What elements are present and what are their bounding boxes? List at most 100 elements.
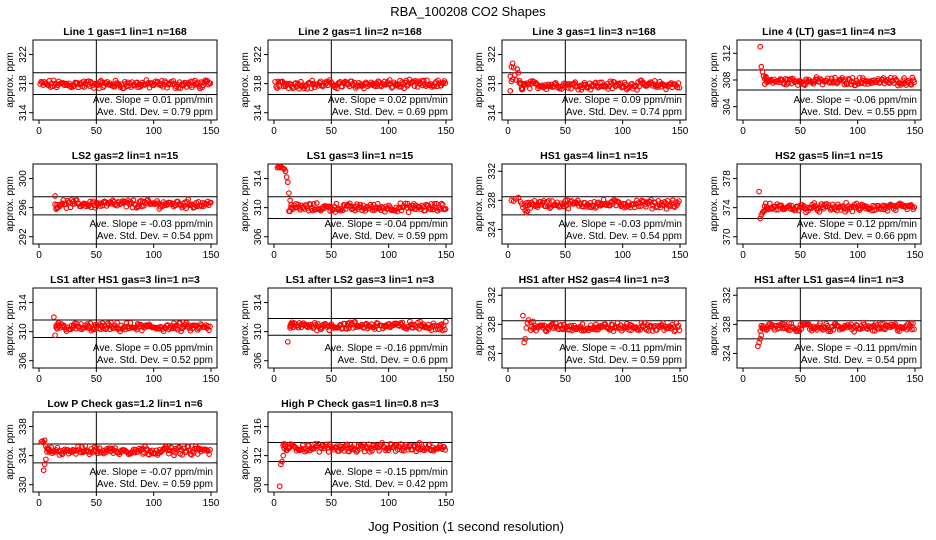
data-point bbox=[346, 200, 353, 207]
data-point bbox=[171, 452, 177, 459]
data-point bbox=[526, 85, 533, 92]
x-tick-label: 150 bbox=[203, 250, 220, 261]
data-point bbox=[133, 326, 140, 333]
slope-annotation: Ave. Slope = -0.03 ppm/min bbox=[559, 219, 683, 230]
data-point bbox=[524, 208, 531, 215]
x-tick-label: 50 bbox=[326, 374, 338, 385]
panel-11: HS1 after HS2 gas=4 lin=1 n=3 0 50 100 150 32… bbox=[474, 274, 689, 385]
slope-annotation: Ave. Slope = -0.06 ppm/min bbox=[794, 95, 918, 106]
data-point bbox=[438, 200, 445, 207]
y-tick-label: 292 bbox=[18, 228, 29, 245]
data-point bbox=[207, 80, 214, 87]
data-point bbox=[54, 444, 61, 451]
x-tick-label: 0 bbox=[740, 374, 746, 385]
x-tick-label: 50 bbox=[795, 250, 807, 261]
y-tick-label: 314 bbox=[253, 170, 264, 187]
y-axis-label: approx. ppm bbox=[5, 300, 16, 356]
x-tick-label: 50 bbox=[560, 374, 572, 385]
x-tick-label: 50 bbox=[91, 250, 103, 261]
data-point bbox=[893, 76, 899, 83]
data-point bbox=[775, 322, 782, 328]
data-point bbox=[757, 215, 764, 222]
y-axis-label: approx. ppm bbox=[474, 52, 485, 108]
x-tick-label: 0 bbox=[271, 126, 277, 137]
x-tick-label: 100 bbox=[849, 250, 866, 261]
y-tick-label: 374 bbox=[722, 199, 733, 216]
data-point bbox=[592, 205, 599, 211]
data-point bbox=[386, 77, 393, 83]
data-point bbox=[284, 179, 291, 186]
data-point bbox=[802, 82, 808, 88]
panel-6: LS1 gas=3 lin=1 n=15 0 50 100 150 306 310 314ap… bbox=[240, 150, 455, 261]
panel-4: Line 4 (LT) gas=1 lin=4 n=3 0 50 100 150 304 3… bbox=[709, 26, 924, 137]
data-point bbox=[839, 74, 846, 81]
data-point bbox=[177, 320, 183, 326]
y-axis-label: approx. ppm bbox=[240, 52, 251, 108]
data-point bbox=[325, 449, 332, 455]
data-point bbox=[393, 82, 399, 89]
y-tick-label: 310 bbox=[253, 199, 264, 216]
data-point bbox=[200, 82, 207, 89]
data-point bbox=[283, 174, 290, 180]
data-point bbox=[185, 321, 192, 328]
data-point bbox=[756, 188, 762, 195]
y-tick-label: 316 bbox=[253, 418, 264, 435]
y-tick-label: 312 bbox=[722, 45, 733, 62]
data-point bbox=[418, 441, 425, 448]
x-tick-label: 150 bbox=[672, 374, 689, 385]
data-point bbox=[52, 193, 58, 199]
std-annotation: Ave. Std. Dev. = 0.54 ppm bbox=[801, 355, 917, 366]
x-axis-label: Jog Position (1 second resolution) bbox=[368, 519, 564, 534]
slope-annotation: Ave. Slope = 0.05 ppm/min bbox=[93, 343, 213, 354]
x-tick-label: 50 bbox=[91, 374, 103, 385]
data-point bbox=[108, 319, 114, 326]
plot-frame bbox=[32, 411, 218, 493]
data-point bbox=[388, 84, 395, 91]
data-point bbox=[518, 85, 525, 92]
data-point bbox=[170, 78, 177, 84]
data-point bbox=[773, 207, 779, 213]
panel-title: Line 2 gas=1 lin=2 n=168 bbox=[298, 26, 422, 38]
x-tick-label: 100 bbox=[849, 374, 866, 385]
std-annotation: Ave. Std. Dev. = 0.54 ppm bbox=[566, 231, 682, 242]
data-point bbox=[892, 321, 899, 327]
data-point bbox=[392, 81, 398, 87]
data-point bbox=[595, 84, 601, 91]
y-tick-label: 328 bbox=[487, 316, 498, 333]
data-point bbox=[396, 83, 402, 90]
x-tick-label: 50 bbox=[795, 374, 807, 385]
y-tick-label: 310 bbox=[253, 323, 264, 340]
data-point bbox=[286, 190, 292, 196]
data-point bbox=[574, 83, 581, 90]
y-tick-label: 318 bbox=[487, 75, 498, 92]
data-point bbox=[431, 83, 437, 90]
x-tick-label: 150 bbox=[203, 498, 220, 509]
y-axis-label: approx. ppm bbox=[709, 176, 720, 232]
x-tick-label: 100 bbox=[614, 126, 631, 137]
panel-9: LS1 after HS1 gas=3 lin=1 n=3 0 50 100 150 30… bbox=[5, 274, 220, 385]
data-point bbox=[560, 203, 567, 210]
data-point bbox=[164, 84, 170, 91]
data-point bbox=[531, 198, 538, 204]
data-point bbox=[308, 85, 315, 92]
x-tick-label: 100 bbox=[380, 498, 397, 509]
data-point bbox=[206, 327, 212, 334]
plot-frame bbox=[736, 287, 922, 369]
data-point bbox=[40, 467, 47, 474]
x-tick-label: 150 bbox=[438, 250, 455, 261]
data-point bbox=[79, 444, 85, 450]
x-tick-label: 150 bbox=[438, 126, 455, 137]
data-point bbox=[676, 84, 683, 91]
slope-annotation: Ave. Slope = -0.16 ppm/min bbox=[325, 343, 449, 354]
x-tick-label: 150 bbox=[672, 250, 689, 261]
data-point bbox=[558, 321, 564, 328]
data-point bbox=[514, 66, 521, 72]
data-point bbox=[665, 203, 672, 209]
x-tick-label: 0 bbox=[505, 250, 511, 261]
data-point bbox=[872, 203, 878, 209]
data-point bbox=[442, 326, 448, 333]
data-point bbox=[175, 445, 181, 451]
y-tick-label: 310 bbox=[18, 323, 29, 340]
panel-title: HS1 after HS2 gas=4 lin=1 n=3 bbox=[519, 274, 670, 286]
x-tick-label: 100 bbox=[145, 126, 162, 137]
